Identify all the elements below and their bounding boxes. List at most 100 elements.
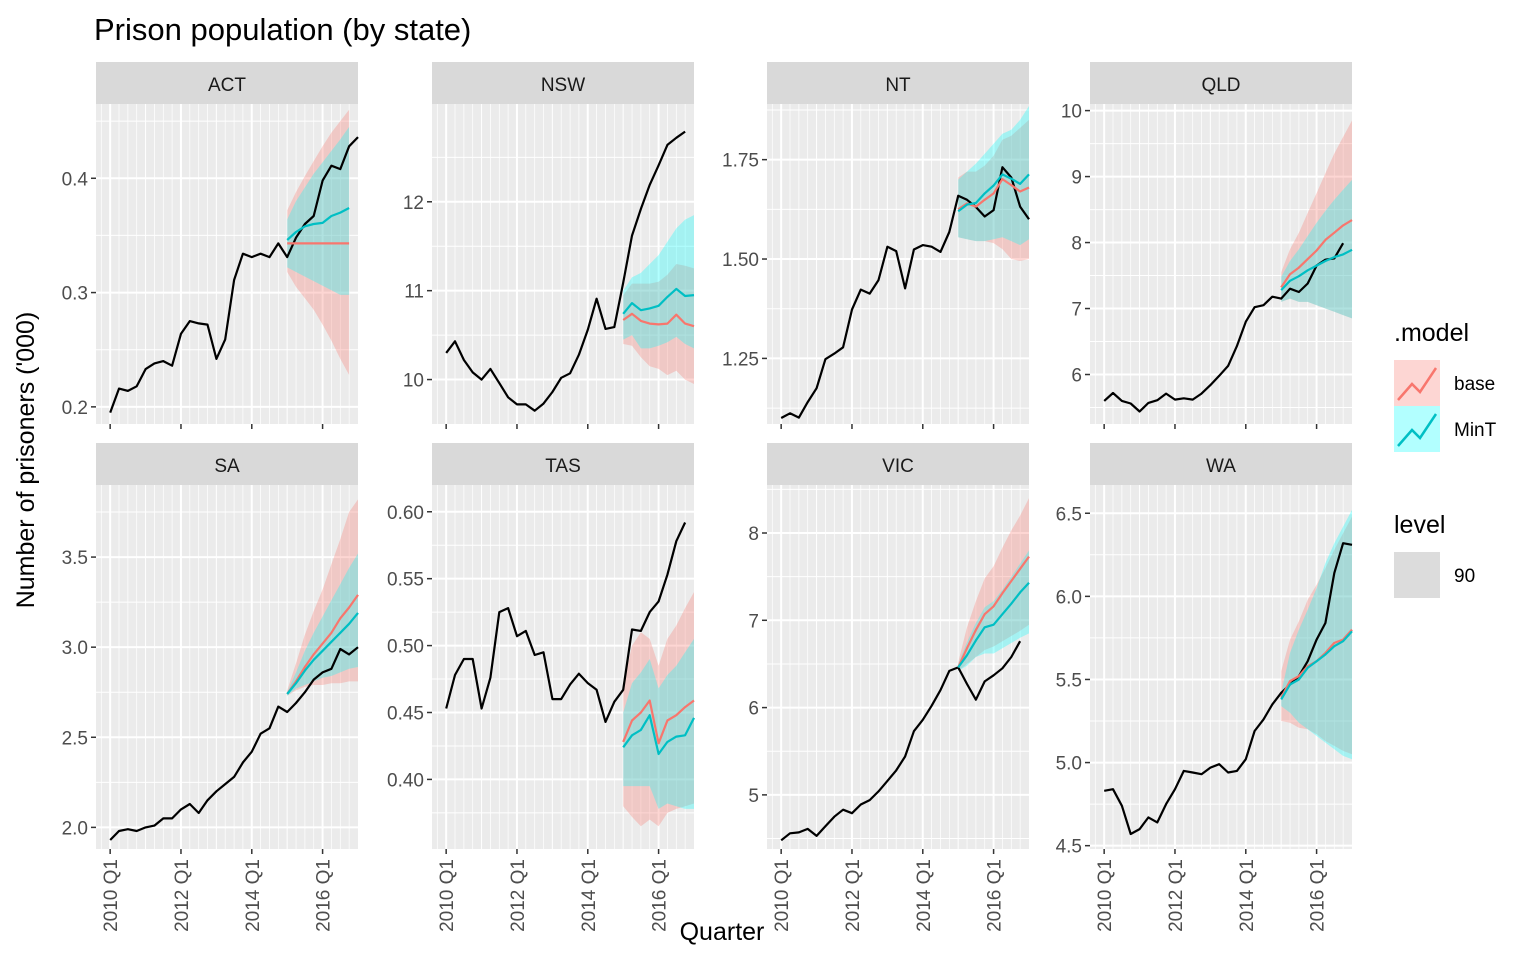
x-tick-label: 2010 Q1	[772, 859, 793, 932]
mint-forecast-line	[957, 582, 1030, 669]
base-forecast-line	[957, 555, 1030, 668]
y-tick-label: 3.0	[62, 638, 88, 659]
actual-series-line	[109, 136, 359, 413]
y-tick-label: 1.50	[722, 250, 759, 271]
x-tick-label: 2016 Q1	[1308, 859, 1329, 932]
y-tick-label: 6	[748, 699, 759, 720]
facet-strip	[96, 62, 358, 104]
facet-label: TAS	[545, 456, 581, 477]
y-tick-label: 12	[403, 193, 424, 214]
legend-label-mint: MinT	[1454, 420, 1497, 441]
legend: .model base MinT level 90	[1394, 319, 1497, 598]
gridlines	[96, 485, 358, 849]
gridlines	[96, 104, 358, 424]
gridlines	[432, 485, 694, 849]
facet-label: WA	[1206, 456, 1236, 477]
legend-label-level-90: 90	[1454, 566, 1475, 587]
y-tick-label: 1.25	[722, 349, 759, 370]
y-tick-label: 6.0	[1056, 587, 1082, 608]
facet-strip	[432, 443, 694, 485]
y-tick-label: 5.5	[1056, 670, 1082, 691]
y-tick-label: 10	[1061, 102, 1082, 123]
y-tick-label: 1.75	[722, 151, 759, 172]
legend-key-base	[1394, 360, 1440, 406]
mint-interval-band	[623, 638, 694, 809]
panel-act: ACT 0.2 0.3 0.4	[62, 62, 359, 429]
x-tick-label: 2016 Q1	[985, 859, 1006, 932]
y-tick-label: 6	[1071, 366, 1082, 387]
x-tick-label: 2012 Q1	[1166, 859, 1187, 932]
panel-nsw: NSW 10 11 12	[403, 62, 695, 429]
y-tick-label: 10	[403, 371, 424, 392]
panel-sa: SA 2.0 2.5 3.0 3.5 2010 Q1 2012 Q1 2014 Q1 2016 …	[62, 443, 359, 932]
legend-key-level-90	[1394, 552, 1440, 598]
actual-series-line	[1103, 242, 1345, 413]
facet-strip	[432, 62, 694, 104]
facet-strip	[767, 62, 1029, 104]
facet-panels: ACT 0.2 0.3 0.4 NSW 10 11 12 NT 1.25 1.50 1.75 QLD 6 7…	[62, 62, 1353, 932]
x-tick-label: 2016 Q1	[650, 859, 671, 932]
panel-background	[767, 485, 1029, 849]
x-tick-label: 2014 Q1	[243, 859, 264, 932]
mint-forecast-line	[622, 714, 695, 756]
panel-background	[96, 104, 358, 424]
x-tick-label: 2012 Q1	[508, 859, 529, 932]
x-tick-label: 2014 Q1	[579, 859, 600, 932]
y-tick-label: 0.4	[62, 169, 89, 190]
panel-vic: VIC 5 6 7 8 2010 Q1 2012 Q1 2014 Q1 2016 Q1	[748, 443, 1030, 932]
y-tick-label: 0.45	[387, 704, 424, 725]
facet-strip	[1090, 443, 1352, 485]
facet-strip	[1090, 62, 1352, 104]
facet-label: QLD	[1201, 75, 1240, 96]
legend-level-title: level	[1394, 511, 1445, 539]
x-tick-label: 2010 Q1	[437, 859, 458, 932]
x-tick-label: 2016 Q1	[314, 859, 335, 932]
facet-label: NSW	[541, 75, 585, 96]
mint-interval-band	[287, 126, 350, 295]
facet-label: VIC	[882, 456, 914, 477]
actual-series-line	[445, 522, 687, 723]
y-tick-label: 8	[748, 524, 759, 545]
actual-series-line	[1104, 542, 1353, 836]
y-tick-label: 7	[748, 611, 759, 632]
legend-key-background	[1394, 406, 1440, 452]
y-tick-label: 7	[1071, 300, 1082, 321]
y-tick-label: 4.5	[1056, 837, 1082, 858]
facet-strip	[96, 443, 358, 485]
panel-background	[96, 485, 358, 849]
mint-interval-band	[958, 106, 1029, 246]
base-interval-band	[287, 499, 358, 696]
y-tick-label: 9	[1071, 168, 1082, 189]
facet-label: SA	[214, 456, 240, 477]
legend-key-background	[1394, 360, 1440, 406]
y-tick-label: 0.3	[62, 284, 88, 305]
chart-title: Prison population (by state)	[94, 12, 471, 47]
facet-strip	[767, 443, 1029, 485]
x-tick-label: 2010 Q1	[101, 859, 122, 932]
y-tick-label: 3.5	[62, 548, 88, 569]
panel-qld: QLD 6 7 8 9 10	[1061, 62, 1353, 429]
legend-key-band	[1394, 360, 1440, 406]
panel-background	[767, 104, 1029, 424]
legend-label-base: base	[1454, 374, 1495, 395]
actual-series-line	[445, 130, 686, 412]
base-forecast-line	[622, 699, 695, 745]
gridlines	[1090, 104, 1352, 424]
panel-nt: NT 1.25 1.50 1.75	[722, 62, 1030, 429]
y-tick-label: 0.2	[62, 398, 88, 419]
actual-series-line	[780, 640, 1022, 842]
legend-key-mint	[1394, 406, 1440, 452]
y-tick-label: 0.50	[387, 637, 424, 658]
mint-forecast-line	[1280, 248, 1353, 291]
facet-label: ACT	[208, 75, 246, 96]
y-tick-label: 6.5	[1056, 504, 1082, 525]
legend-key-line	[1397, 413, 1438, 447]
base-forecast-line	[286, 594, 359, 695]
panel-tas: TAS 0.40 0.45 0.50 0.55 0.60 2010 Q1 2012 Q1 201…	[387, 443, 695, 932]
y-tick-label: 11	[404, 282, 424, 303]
panel-wa: WA 4.5 5.0 5.5 6.0 6.5 2010 Q1 2012 Q1 2014 Q1 20…	[1056, 443, 1353, 932]
mint-forecast-line	[1280, 630, 1353, 700]
x-tick-label: 2012 Q1	[172, 859, 193, 932]
y-axis-title: Number of prisoners ('000)	[12, 312, 40, 609]
